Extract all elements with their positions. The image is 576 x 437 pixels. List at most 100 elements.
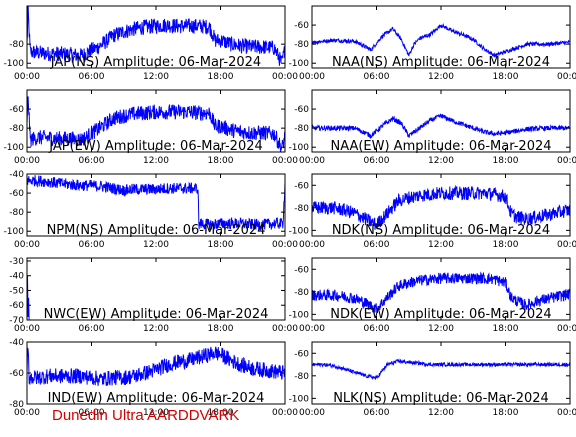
chart-panel-3: -100 -80 -60 00:00 06:00 12:00 18:00 00:00 JAP(E…: [4, 89, 298, 166]
x-tick-label: 12:00: [428, 156, 454, 166]
series-line-1: [312, 358, 570, 381]
x-tick-label: 00:00: [272, 156, 298, 166]
x-tick-label: 00:00: [557, 156, 576, 166]
x-tick-label: 00:00: [557, 324, 576, 334]
y-tick-label: -100: [289, 394, 310, 404]
y-tick-label: -100: [289, 59, 310, 69]
x-tick-label: 12:00: [143, 408, 169, 418]
y-tick-label: -80: [294, 40, 309, 50]
series-line-1: [312, 271, 570, 314]
y-tick-label: -80: [9, 208, 24, 218]
x-tick-label: 18:00: [208, 72, 234, 82]
x-tick-label: 00:00: [299, 72, 325, 82]
series-line-1: [312, 184, 570, 230]
y-tick-label: -30: [9, 257, 24, 267]
x-tick-label: 12:00: [428, 324, 454, 334]
y-tick-label: -40: [9, 272, 24, 282]
x-tick-label: 06:00: [364, 240, 390, 250]
chart-panel-4: -100 -80 -60 00:00 06:00 12:00 18:00 00:00 NAA(E…: [289, 89, 576, 166]
series-line-1: [27, 346, 285, 386]
y-tick-label: -40: [9, 338, 24, 348]
chart-title: NAA(EW) Amplitude: 06-Mar-2024: [330, 139, 551, 154]
y-tick-label: -60: [294, 105, 309, 115]
x-tick-label: 12:00: [428, 72, 454, 82]
x-tick-label: 18:00: [493, 324, 519, 334]
y-tick-label: -70: [9, 316, 24, 326]
y-tick-label: -60: [294, 265, 309, 275]
series-line-1: [312, 22, 570, 59]
x-tick-label: 12:00: [143, 240, 169, 250]
x-tick-label: 00:00: [299, 324, 325, 334]
chart-title: NPM(NS) Amplitude: 06-Mar-2024: [47, 223, 266, 238]
chart-panel-7: -70 -60 -50 -40 -30 00:00 06:00 12:00 18:00 00:00…: [9, 257, 298, 334]
y-tick-label: -40: [9, 170, 24, 180]
y-tick-label: -80: [9, 124, 24, 134]
x-tick-label: 00:00: [299, 408, 325, 418]
footer-title: Dunedin Ultra AARDDVARK: [52, 407, 240, 424]
x-tick-label: 06:00: [79, 408, 105, 418]
series-line-1: [27, 96, 285, 152]
chart-panel-6: -100 -80 -60 00:00 06:00 12:00 18:00 00:00 NDK(N…: [289, 173, 576, 250]
x-tick-label: 06:00: [364, 72, 390, 82]
y-tick-label: -60: [9, 105, 24, 115]
y-tick-label: -80: [294, 288, 309, 298]
x-tick-label: 12:00: [428, 408, 454, 418]
y-tick-label: -100: [289, 226, 310, 236]
y-tick-label: -60: [294, 181, 309, 191]
x-tick-label: 00:00: [14, 408, 40, 418]
chart-panel-8: -100 -80 -60 00:00 06:00 12:00 18:00 00:00 NDK(E…: [289, 257, 576, 334]
x-tick-label: 00:00: [14, 240, 40, 250]
x-tick-label: 18:00: [208, 156, 234, 166]
chart-panel-10: -100 -80 -60 00:00 06:00 12:00 18:00 00:00 NLK(N…: [289, 341, 576, 418]
series-line-1: [312, 113, 570, 139]
chart-panel-9: -80 -60 -40 00:00 06:00 12:00 18:00 00:00 IND(EW…: [9, 338, 298, 418]
chart-panel-2: -100 -80 -60 00:00 06:00 12:00 18:00 00:00 NAA(N…: [289, 5, 576, 82]
x-tick-label: 00:00: [14, 72, 40, 82]
x-tick-label: 06:00: [79, 240, 105, 250]
x-tick-label: 18:00: [493, 408, 519, 418]
x-tick-label: 00:00: [272, 408, 298, 418]
y-tick-label: -80: [294, 124, 309, 134]
y-tick-label: -80: [294, 204, 309, 214]
chart-title: NDK(NS) Amplitude: 06-Mar-2024: [332, 223, 550, 238]
y-tick-label: -60: [9, 369, 24, 379]
y-tick-label: -100: [289, 310, 310, 320]
x-tick-label: 00:00: [272, 72, 298, 82]
x-tick-label: 06:00: [79, 156, 105, 166]
y-tick-label: -100: [4, 143, 25, 153]
x-tick-label: 12:00: [428, 240, 454, 250]
x-tick-label: 18:00: [208, 324, 234, 334]
chart-panel-1: -100 -80 00:00 06:00 12:00 18:00 00:00 JAP(NS) …: [4, 5, 298, 82]
y-tick-label: -60: [294, 21, 309, 31]
y-tick-label: -100: [4, 59, 25, 69]
y-tick-label: -80: [9, 400, 24, 410]
x-tick-label: 00:00: [557, 72, 576, 82]
y-tick-label: -100: [289, 143, 310, 153]
x-tick-label: 12:00: [143, 72, 169, 82]
series-line-1: [27, 175, 285, 231]
x-tick-label: 00:00: [272, 240, 298, 250]
x-tick-label: 12:00: [143, 324, 169, 334]
x-tick-label: 00:00: [557, 240, 576, 250]
y-tick-label: -60: [294, 349, 309, 359]
y-tick-label: -60: [9, 301, 24, 311]
x-tick-label: 06:00: [364, 324, 390, 334]
x-tick-label: 00:00: [272, 324, 298, 334]
x-tick-label: 06:00: [79, 324, 105, 334]
x-tick-label: 00:00: [299, 240, 325, 250]
chart-title: IND(EW) Amplitude: 06-Mar-2024: [48, 391, 265, 406]
y-tick-label: -50: [9, 286, 24, 296]
y-tick-label: -80: [294, 372, 309, 382]
y-tick-label: -60: [9, 189, 24, 199]
x-tick-label: 06:00: [364, 408, 390, 418]
x-tick-label: 00:00: [557, 408, 576, 418]
x-tick-label: 00:00: [14, 156, 40, 166]
x-tick-label: 06:00: [364, 156, 390, 166]
chart-panel-5: -100 -80 -60 -40 00:00 06:00 12:00 18:00 00:00 NP…: [4, 170, 299, 250]
x-tick-label: 18:00: [208, 408, 234, 418]
chart-title: NAA(NS) Amplitude: 06-Mar-2024: [332, 55, 550, 70]
x-tick-label: 18:00: [493, 72, 519, 82]
x-tick-label: 18:00: [493, 156, 519, 166]
